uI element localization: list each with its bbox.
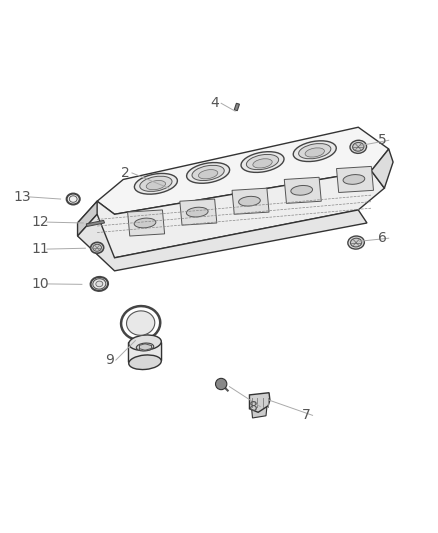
Polygon shape — [78, 171, 385, 258]
Text: 6: 6 — [378, 231, 387, 245]
Polygon shape — [371, 149, 393, 188]
Ellipse shape — [348, 236, 364, 249]
Ellipse shape — [134, 173, 177, 194]
Ellipse shape — [93, 244, 102, 251]
Ellipse shape — [187, 207, 208, 217]
Polygon shape — [234, 103, 240, 111]
Polygon shape — [180, 199, 217, 225]
Ellipse shape — [291, 185, 313, 195]
Ellipse shape — [69, 196, 77, 203]
Text: 11: 11 — [32, 242, 49, 256]
Ellipse shape — [127, 311, 155, 335]
Ellipse shape — [192, 165, 224, 181]
Ellipse shape — [253, 159, 272, 168]
Polygon shape — [78, 210, 367, 271]
Ellipse shape — [353, 142, 364, 151]
Ellipse shape — [121, 306, 160, 340]
Ellipse shape — [136, 343, 154, 351]
Ellipse shape — [91, 243, 104, 253]
Text: 7: 7 — [302, 408, 311, 422]
Text: 5: 5 — [378, 133, 387, 147]
Polygon shape — [284, 177, 321, 204]
Polygon shape — [86, 220, 105, 227]
Ellipse shape — [140, 176, 172, 191]
Polygon shape — [97, 127, 389, 214]
Circle shape — [215, 378, 227, 390]
Ellipse shape — [247, 155, 279, 169]
Polygon shape — [250, 393, 270, 413]
Ellipse shape — [305, 148, 325, 157]
Ellipse shape — [241, 152, 284, 172]
Text: 10: 10 — [32, 277, 49, 291]
Ellipse shape — [187, 163, 230, 183]
Text: 2: 2 — [121, 166, 130, 180]
Polygon shape — [336, 166, 374, 192]
Ellipse shape — [129, 355, 161, 369]
Text: 9: 9 — [105, 353, 114, 367]
Polygon shape — [127, 210, 165, 236]
Ellipse shape — [198, 169, 218, 179]
Ellipse shape — [93, 279, 106, 289]
Text: 4: 4 — [210, 96, 219, 110]
Ellipse shape — [91, 277, 108, 291]
Polygon shape — [252, 407, 267, 418]
Text: 8: 8 — [249, 400, 258, 414]
Text: 12: 12 — [32, 215, 49, 229]
Ellipse shape — [134, 218, 156, 228]
Text: 13: 13 — [14, 190, 31, 204]
Ellipse shape — [343, 175, 365, 184]
Ellipse shape — [350, 238, 362, 247]
Ellipse shape — [129, 335, 161, 350]
Ellipse shape — [299, 143, 331, 159]
Ellipse shape — [350, 140, 367, 154]
Polygon shape — [78, 201, 97, 236]
Ellipse shape — [146, 181, 166, 190]
Ellipse shape — [293, 141, 336, 161]
Ellipse shape — [96, 281, 103, 287]
Ellipse shape — [67, 193, 80, 205]
Polygon shape — [232, 188, 269, 214]
Polygon shape — [128, 343, 162, 362]
Ellipse shape — [239, 196, 260, 206]
